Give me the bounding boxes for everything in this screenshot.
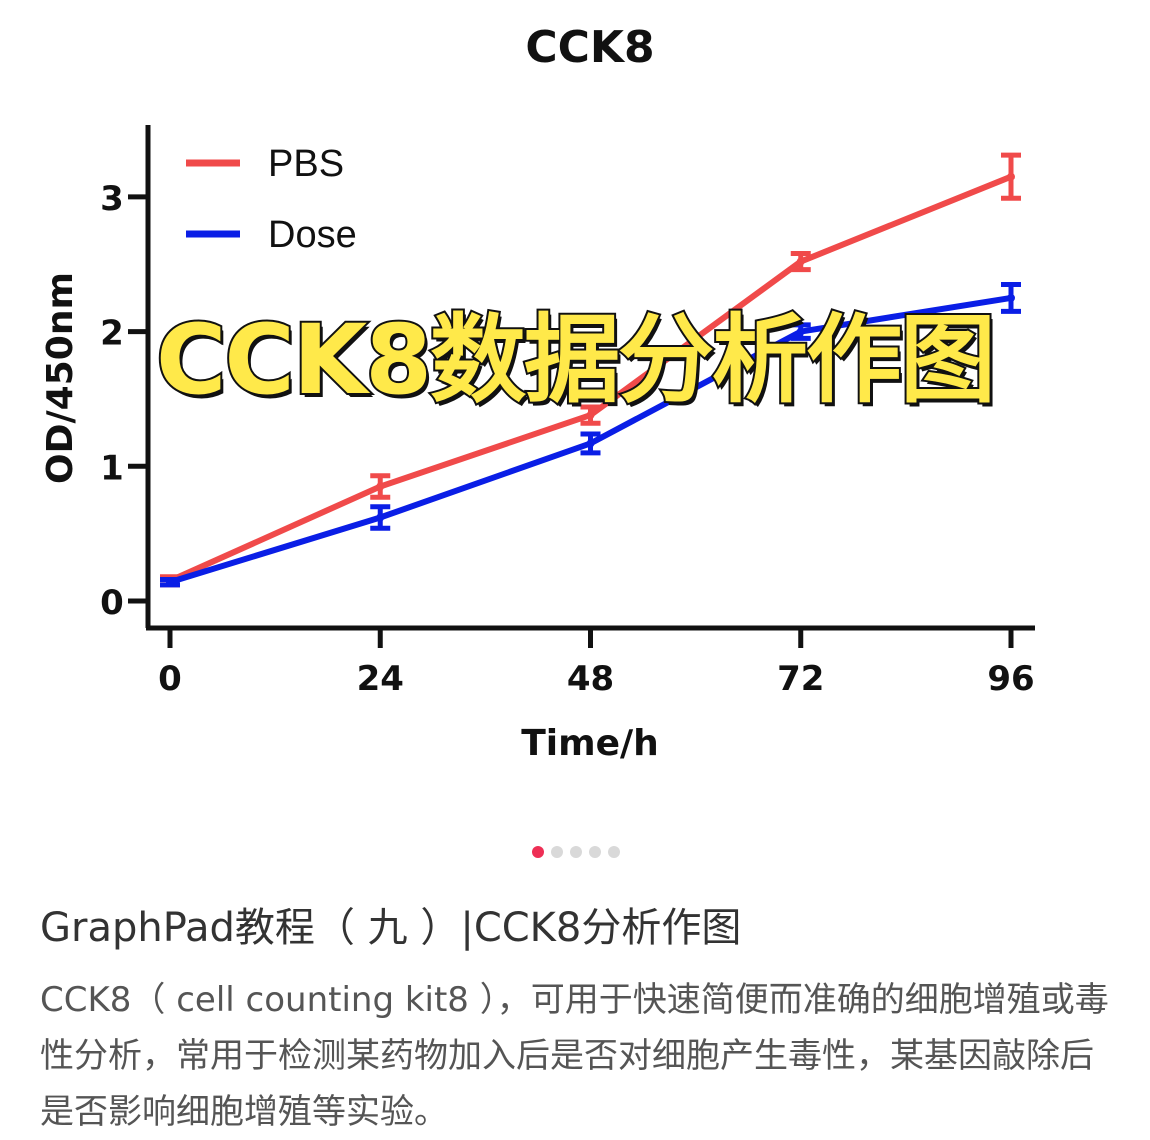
x-tick-label: 24 <box>357 659 404 699</box>
x-tick-label: 72 <box>777 659 824 699</box>
carousel-dot[interactable] <box>589 846 601 858</box>
x-tick-label: 48 <box>567 659 614 699</box>
carousel-dot[interactable] <box>570 846 582 858</box>
carousel-dot[interactable] <box>551 846 563 858</box>
y-tick-label: 3 <box>100 179 124 219</box>
x-axis-label: Time/h <box>521 723 659 764</box>
chart-title: CCK8 <box>525 22 654 73</box>
data-point <box>1007 293 1015 302</box>
x-tick-label: 0 <box>158 659 182 699</box>
data-point <box>586 411 595 420</box>
carousel-dot[interactable] <box>532 846 544 858</box>
data-point <box>586 439 595 448</box>
overlay-title: CCK8数据分析作图 <box>154 302 998 418</box>
x-tick-label: 96 <box>987 659 1034 699</box>
data-point <box>796 257 805 266</box>
data-point <box>796 327 805 336</box>
carousel-indicator[interactable] <box>532 846 620 858</box>
data-point <box>376 482 385 491</box>
y-tick-label: 2 <box>100 314 124 354</box>
legend-label: PBS <box>268 143 344 185</box>
y-tick-label: 0 <box>100 583 124 623</box>
data-point <box>1007 172 1015 181</box>
cck8-chart: CCK8 0 1 2 3 0 24 48 72 96 Time/h OD/450nm PBS Dose <box>40 22 1035 764</box>
y-axis-label: OD/450nm <box>40 272 81 484</box>
post-body: CCK8（ cell counting kit8 ），可用于快速简便而准确的细胞… <box>40 980 1109 1132</box>
carousel-dot[interactable] <box>608 846 620 858</box>
post-title: GraphPad教程（ 九 ）|CCK8分析作图 <box>40 905 742 951</box>
data-point <box>166 578 174 587</box>
y-tick-label: 1 <box>100 448 124 488</box>
chart-area: CCK8 0 1 2 3 0 24 48 72 96 Time/h OD/450nm PBS Dose C… <box>40 22 1035 764</box>
legend-label: Dose <box>268 214 357 256</box>
data-point <box>376 513 385 522</box>
